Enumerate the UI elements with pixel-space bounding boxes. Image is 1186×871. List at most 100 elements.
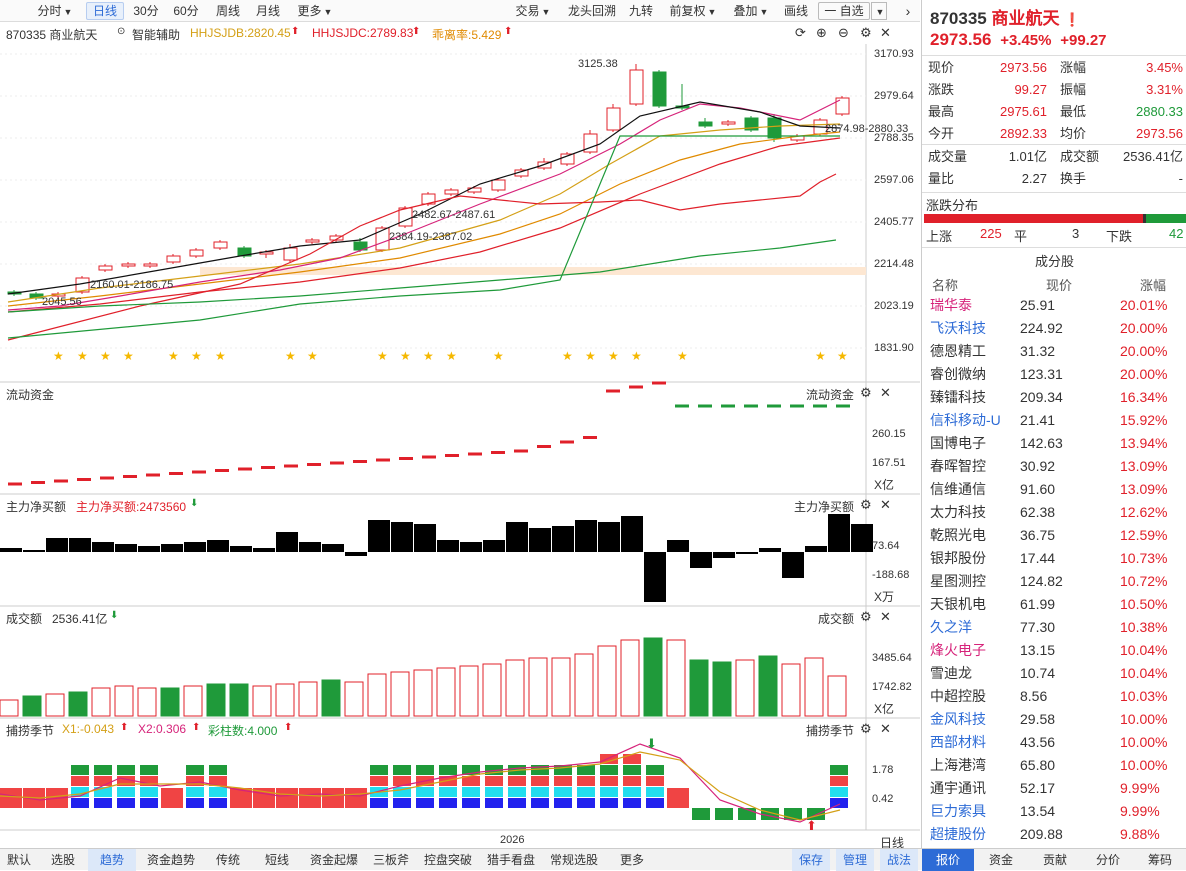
settings-icon[interactable]: ⚙ — [860, 497, 872, 512]
close-icon[interactable]: ✕ — [880, 497, 891, 512]
settings-icon[interactable]: ⚙ — [860, 721, 872, 736]
volume-bar — [183, 685, 203, 717]
more-dropdown[interactable]: 更多 ▼ — [297, 4, 333, 18]
nine-turn-button[interactable]: 九转 — [628, 4, 653, 18]
stock-row[interactable]: 金风科技 29.58 10.00% — [922, 708, 1186, 731]
bottom-tab[interactable]: 资金起爆 — [309, 853, 358, 867]
stock-row[interactable]: 德恩精工 31.32 20.00% — [922, 340, 1186, 363]
tab-capital[interactable]: 资金 — [988, 853, 1013, 867]
tab-minute[interactable]: 分时 ▼ — [37, 4, 73, 18]
bottom-tab[interactable]: 默认 — [6, 853, 31, 867]
season-block — [531, 776, 549, 786]
collapse-icon[interactable]: › — [905, 3, 911, 19]
price-tick: 2405.77 — [874, 216, 914, 228]
bottom-tab[interactable]: 短线 — [264, 853, 289, 867]
quote-value: 2973.56 — [1136, 126, 1183, 141]
settings-icon[interactable]: ⚙ — [860, 25, 872, 40]
stock-row[interactable]: 春晖智控 30.92 13.09% — [922, 455, 1186, 478]
stock-row[interactable]: 久之洋 77.30 10.38% — [922, 616, 1186, 639]
volume-bar — [114, 685, 134, 717]
bottom-tab[interactable]: 选股 — [50, 853, 75, 867]
leader-review-button[interactable]: 龙头回溯 — [567, 4, 616, 18]
zoom-out-icon[interactable]: ⊖ — [838, 25, 849, 40]
stock-row[interactable]: 巨力索具 13.54 9.99% — [922, 800, 1186, 823]
stock-row[interactable]: 瑞华泰 25.91 20.01% — [922, 294, 1186, 317]
settings-icon[interactable]: ⚙ — [860, 609, 872, 624]
overlay-dropdown[interactable]: 叠加 ▼ — [733, 4, 769, 18]
stock-row[interactable]: 天银机电 61.99 10.50% — [922, 593, 1186, 616]
watchlist-button[interactable]: 一 自选 — [818, 2, 870, 20]
bottom-tab[interactable]: 常规选股 — [549, 853, 598, 867]
net-bar — [805, 546, 827, 552]
bottom-tab[interactable]: 控盘突破 — [423, 853, 472, 867]
save-button[interactable]: 保存 — [792, 849, 830, 871]
bottom-tab[interactable]: 猎手看盘 — [486, 853, 535, 867]
bottom-tab[interactable]: 资金趋势 — [146, 853, 195, 867]
close-icon[interactable]: ✕ — [880, 385, 891, 400]
stock-row[interactable]: 银邦股份 17.44 10.73% — [922, 547, 1186, 570]
adjust-dropdown[interactable]: 前复权 ▼ — [669, 4, 717, 18]
stock-row[interactable]: 通宇通讯 52.17 9.99% — [922, 777, 1186, 800]
refresh-icon[interactable]: ⟳ — [795, 25, 806, 40]
stock-row[interactable]: 超捷股份 209.88 9.88% — [922, 823, 1186, 846]
bottom-tab[interactable]: 传统 — [215, 853, 240, 867]
settings-icon[interactable]: ⚙ — [860, 385, 872, 400]
net-bar — [276, 532, 298, 552]
stock-row[interactable]: 国博电子 142.63 13.94% — [922, 432, 1186, 455]
dist-flat-value: 3 — [1072, 226, 1080, 241]
stock-row[interactable]: 睿创微纳 123.31 20.00% — [922, 363, 1186, 386]
stock-row[interactable]: 烽火电子 13.15 10.04% — [922, 639, 1186, 662]
signal-star-icon: ★ — [168, 349, 179, 363]
tab-daily[interactable]: 日线 — [86, 2, 124, 20]
tab-60min[interactable]: 60分 — [173, 4, 199, 18]
bottom-tab[interactable]: 趋势 — [88, 849, 136, 871]
close-icon[interactable]: ✕ — [880, 721, 891, 736]
tab-quote[interactable]: 报价 — [922, 849, 974, 871]
season-tick: 0.42 — [872, 793, 894, 805]
stock-price: 91.60 — [1020, 481, 1056, 497]
tab-monthly[interactable]: 月线 — [255, 4, 280, 18]
bottom-tab[interactable]: 三板斧 — [372, 853, 409, 867]
zoom-in-icon[interactable]: ⊕ — [816, 25, 827, 40]
tab-price-dist[interactable]: 分价 — [1095, 853, 1120, 867]
kline-chart[interactable]: ★ ★ ★ ★ ★ ★ ★ ★ ★ ★ ★ ★ ★ ★ ★ ★ ★ ★ ★ ★ ★ ⬇ ⬆ — [0, 44, 920, 848]
close-icon[interactable]: ✕ — [880, 25, 891, 40]
watchlist-dropdown[interactable]: ▼ — [871, 2, 887, 20]
stock-row[interactable]: 乾照光电 36.75 12.59% — [922, 524, 1186, 547]
quote-label: 振幅 — [1060, 82, 1087, 97]
stock-row[interactable]: 西部材料 43.56 10.00% — [922, 731, 1186, 754]
volume-bar — [551, 657, 571, 717]
tab-30min[interactable]: 30分 — [133, 4, 159, 18]
close-icon[interactable]: ✕ — [880, 609, 891, 624]
candle-body — [698, 121, 713, 127]
tab-weekly[interactable]: 周线 — [215, 4, 240, 18]
bottom-tab[interactable]: 更多 — [619, 853, 644, 867]
stock-row[interactable]: 雪迪龙 10.74 10.04% — [922, 662, 1186, 685]
season-block — [577, 798, 595, 808]
draw-button[interactable]: 画线 — [783, 4, 808, 18]
net-bar — [322, 544, 344, 552]
candle-body — [189, 249, 204, 257]
trade-dropdown[interactable]: 交易 ▼ — [515, 4, 551, 18]
season-block — [416, 798, 434, 808]
stock-row[interactable]: 信科移动-U 21.41 15.92% — [922, 409, 1186, 432]
tab-contribution[interactable]: 贡献 — [1042, 853, 1067, 867]
tab-chips[interactable]: 筹码 — [1147, 853, 1172, 867]
stock-row[interactable]: 中超控股 8.56 10.03% — [922, 685, 1186, 708]
smart-assist-label[interactable]: 智能辅助 — [132, 28, 181, 42]
stock-row[interactable]: 上海港湾 65.80 10.00% — [922, 754, 1186, 777]
info-icon[interactable]: ❗ — [1064, 12, 1081, 27]
stock-row[interactable]: 飞沃科技 224.92 20.00% — [922, 317, 1186, 340]
signal-star-icon: ★ — [400, 349, 411, 363]
strategy-button[interactable]: 战法 — [880, 849, 918, 871]
stock-row[interactable]: 信维通信 91.60 13.09% — [922, 478, 1186, 501]
manage-button[interactable]: 管理 — [836, 849, 874, 871]
assist-circle-icon[interactable]: ⊙ — [117, 26, 126, 37]
stock-change: 12.59% — [1120, 527, 1168, 543]
stock-row[interactable]: 星图测控 124.82 10.72% — [922, 570, 1186, 593]
stock-row[interactable]: 太力科技 62.38 12.62% — [922, 501, 1186, 524]
stock-change: 10.00% — [1120, 734, 1168, 750]
quote-code: 870335 — [930, 9, 987, 28]
stock-row[interactable]: 臻镭科技 209.34 16.34% — [922, 386, 1186, 409]
volume-bar — [735, 659, 755, 717]
